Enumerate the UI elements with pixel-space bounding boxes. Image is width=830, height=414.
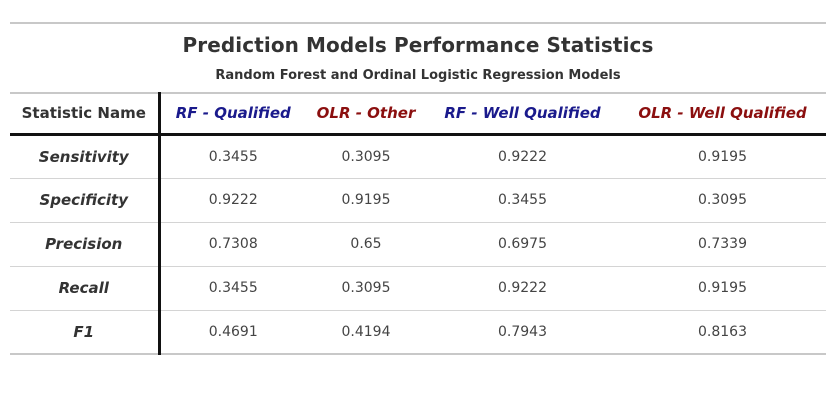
table-cell: 0.65 [350,236,382,252]
table-cell: 0.4194 [341,323,391,340]
row-label: Sensitivity [10,134,161,178]
table-cell: 0.9195 [341,192,391,208]
table-cell: 0.9222 [498,148,547,165]
table-row: Sensitivity 0.3455 0.3095 0.9222 0.9195 [10,134,826,178]
table-cell: 0.4691 [208,323,258,340]
top-rule [10,22,826,24]
table-cell: 0.3455 [498,192,547,208]
row-label: Recall [10,266,161,310]
table-row: Precision 0.7308 0.65 0.6975 0.7339 [10,222,826,266]
table-cell: 0.7339 [698,236,747,252]
table-cell: 0.6975 [498,236,547,252]
table-subtitle: Random Forest and Ordinal Logistic Regre… [215,68,621,83]
table-row: Specificity 0.9222 0.9195 0.3455 0.3095 [10,178,826,222]
table-cell: 0.3455 [208,148,258,165]
header-rf-well-qualified: RF - Well Qualified [426,93,619,136]
table-cell: 0.9222 [208,192,258,208]
table-cell: 0.3095 [698,192,747,208]
stats-table: Statistic Name RF - Qualified OLR - Othe… [10,92,826,355]
table-cell: 0.9222 [498,280,547,296]
table-cell: 0.7308 [208,236,258,252]
table-cell: 0.3095 [341,148,391,165]
header-olr-well-qualified: OLR - Well Qualified [619,93,826,136]
table-cell: 0.9195 [698,148,747,165]
table-cell: 0.8163 [698,323,747,340]
table-title: Prediction Models Performance Statistics [182,33,654,57]
header-statistic-name: Statistic Name [10,93,161,136]
table-cell: 0.3095 [341,280,391,296]
row-label: F1 [10,310,161,354]
header-rf-qualified: RF - Qualified [159,93,306,136]
table-row: Recall 0.3455 0.3095 0.9222 0.9195 [10,266,826,310]
table-cell: 0.7943 [498,323,547,340]
table-cell: 0.3455 [208,280,258,296]
row-label: Specificity [10,178,161,222]
header-row: Statistic Name RF - Qualified OLR - Othe… [10,93,826,136]
table-cell: 0.9195 [698,280,747,296]
row-label: Precision [10,222,161,266]
header-olr-other: OLR - Other [306,93,426,136]
table-row: F1 0.4691 0.4194 0.7943 0.8163 [10,310,826,354]
